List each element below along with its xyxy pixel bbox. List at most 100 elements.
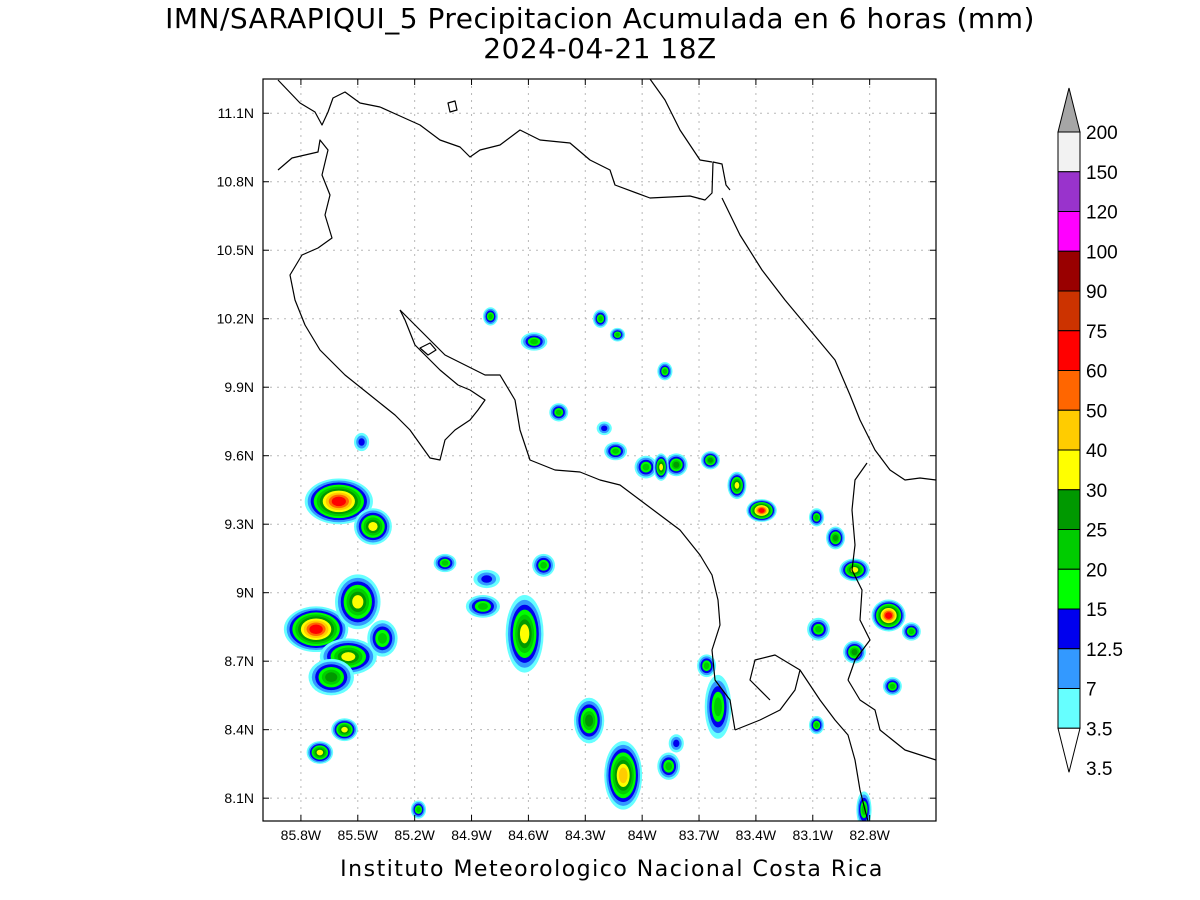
legend-label: 30 bbox=[1086, 481, 1107, 502]
precip-contour-25 bbox=[814, 722, 819, 728]
legend-label: 3.5 bbox=[1086, 719, 1112, 740]
tick-label-lon: 84.3W bbox=[565, 827, 606, 843]
precip-cell bbox=[505, 594, 544, 673]
precip-contour-75 bbox=[331, 496, 346, 507]
legend-label: 75 bbox=[1086, 322, 1107, 343]
precip-cell bbox=[592, 309, 609, 328]
precip-contour-25 bbox=[714, 697, 722, 717]
legend-swatch-40 bbox=[1057, 449, 1081, 491]
legend-swatch-60 bbox=[1057, 370, 1081, 411]
precip-cell bbox=[808, 715, 825, 735]
precip-contour-25 bbox=[662, 368, 668, 374]
precip-cell bbox=[604, 442, 627, 461]
precip-contour-30 bbox=[325, 672, 338, 683]
precip-cell bbox=[697, 654, 717, 678]
tick-label-lon: 83.7W bbox=[679, 827, 720, 843]
precip-contour-40 bbox=[341, 652, 356, 662]
legend-swatch-7 bbox=[1057, 688, 1081, 729]
precip-contour-25 bbox=[665, 762, 673, 771]
panama-border bbox=[847, 462, 871, 681]
precip-contour-25 bbox=[441, 560, 449, 566]
precip-contour-25 bbox=[377, 632, 387, 644]
precip-contour-30 bbox=[707, 457, 713, 463]
golfo-dulce-coast bbox=[799, 669, 869, 821]
precip-contour-30 bbox=[851, 649, 858, 656]
precip-contour-25 bbox=[815, 625, 822, 633]
legend-swatch-50 bbox=[1057, 409, 1081, 451]
precip-contour-40 bbox=[316, 749, 324, 756]
tick-label-lat: 9.9N bbox=[224, 379, 254, 395]
tick-label-lat: 10.5N bbox=[217, 242, 254, 258]
precip-cell bbox=[482, 307, 499, 326]
map-title: IMN/SARAPIQUI_5 Precipitacion Acumulada … bbox=[165, 2, 1035, 35]
map-background bbox=[263, 79, 936, 821]
map-subtitle-date: 2024-04-21 18Z bbox=[483, 32, 716, 65]
precip-contour-40 bbox=[352, 595, 364, 609]
lat-lon-grid bbox=[263, 79, 936, 821]
tick-label-lat: 11.1N bbox=[218, 105, 254, 121]
precip-cell bbox=[532, 553, 555, 577]
nicaragua-coast-north bbox=[649, 79, 713, 163]
precip-contour-25 bbox=[814, 514, 819, 521]
legend-min-arrow bbox=[1057, 727, 1081, 773]
nicaragua-costa-rica-border bbox=[277, 79, 731, 201]
precip-contour-30 bbox=[585, 714, 594, 727]
small-island bbox=[447, 100, 458, 113]
precip-contour-25 bbox=[612, 448, 619, 454]
legend-label: 60 bbox=[1086, 362, 1107, 383]
precip-contour-25 bbox=[598, 316, 603, 322]
precip-contour-50 bbox=[618, 767, 628, 784]
precip-cell bbox=[304, 478, 373, 525]
precip-contour-25 bbox=[642, 463, 650, 471]
precip-cell bbox=[653, 453, 669, 481]
precip-contour-15 bbox=[481, 575, 493, 583]
precip-contour-25 bbox=[703, 662, 710, 670]
precip-contour-40 bbox=[659, 463, 663, 471]
precip-cell bbox=[843, 640, 866, 664]
precip-contour-25 bbox=[615, 332, 620, 337]
precip-contour-30 bbox=[673, 461, 680, 468]
tick-label-lat: 10.8N bbox=[217, 174, 254, 190]
precip-cell bbox=[657, 362, 673, 381]
legend-label: 200 bbox=[1086, 123, 1118, 144]
precip-cell bbox=[465, 594, 500, 618]
precip-contour-30 bbox=[832, 534, 839, 541]
precip-contour-25 bbox=[555, 409, 562, 416]
legend-swatch-90 bbox=[1057, 290, 1081, 332]
legend-label: 150 bbox=[1086, 163, 1118, 184]
legend-swatch-25 bbox=[1057, 529, 1081, 570]
footer-credit: Instituto Meteorologico Nacional Costa R… bbox=[340, 857, 884, 882]
precip-cell bbox=[410, 800, 427, 819]
precip-cell bbox=[634, 455, 658, 479]
precip-cell bbox=[353, 432, 370, 452]
precip-cell bbox=[839, 558, 870, 582]
precip-contour-25 bbox=[540, 561, 547, 569]
precip-contour-25 bbox=[488, 313, 493, 320]
map-area: 85.8W 85.5W 85.2W 84.9W 84.6W 84.3W 84W 83.7W 83… bbox=[217, 78, 937, 843]
precip-cell bbox=[604, 741, 643, 810]
tick-label-lat: 8.4N bbox=[224, 722, 254, 738]
legend-label: 90 bbox=[1086, 282, 1107, 303]
axis-ticks: 85.8W 85.5W 85.2W 84.9W 84.6W 84.3W 84W 83.7W 83… bbox=[217, 79, 936, 843]
tick-label-lon: 84.9W bbox=[451, 827, 492, 843]
tick-label-lon: 83.4W bbox=[736, 827, 777, 843]
precip-contour-15 bbox=[601, 425, 608, 432]
precip-contour-75 bbox=[758, 508, 765, 513]
precip-contour-25 bbox=[530, 338, 539, 345]
legend-label: 7 bbox=[1086, 680, 1097, 701]
tick-label-lon: 84W bbox=[628, 827, 658, 843]
precip-contour-25 bbox=[889, 683, 896, 690]
precip-cell bbox=[549, 403, 569, 422]
tick-label-lon: 84.6W bbox=[508, 827, 549, 843]
legend-swatch-15 bbox=[1057, 608, 1081, 650]
tick-label-lat: 8.1N bbox=[224, 790, 254, 806]
precip-cell bbox=[727, 471, 747, 500]
tick-label-lon: 85.5W bbox=[338, 827, 379, 843]
precip-cell bbox=[808, 508, 825, 527]
legend-colorbar: 200 150 120 100 90 75 60 50 40 30 25 20 15 12.5 7 3.5 3.… bbox=[1057, 87, 1123, 780]
gulf-of-nicoya-coast bbox=[399, 309, 736, 731]
precip-cell bbox=[856, 791, 872, 821]
tick-label-lat: 9.6N bbox=[224, 448, 254, 464]
precip-cell bbox=[668, 734, 684, 753]
